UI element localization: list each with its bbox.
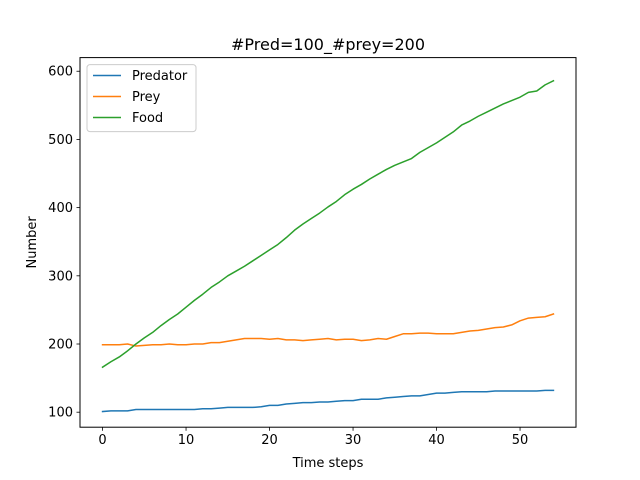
legend-box — [86, 64, 197, 133]
series-line-food — [101, 79, 555, 369]
series-line-predator — [101, 389, 555, 413]
chart-title: #Pred=100_#prey=200 — [231, 35, 425, 55]
y-tick-label: 300 — [48, 269, 73, 284]
y-tick-label: 600 — [48, 65, 73, 80]
series-layer — [101, 79, 555, 413]
series-line-prey — [101, 313, 555, 347]
x-axis-title: Time steps — [292, 456, 364, 471]
y-tick-label: 200 — [48, 338, 73, 353]
plot-area-frame — [79, 57, 577, 428]
x-axis: 0 10 20 30 40 50 — [98, 427, 528, 448]
x-tick-label: 10 — [178, 433, 195, 448]
x-tick-label: 0 — [98, 433, 106, 448]
x-tick-label: 30 — [345, 433, 362, 448]
legend-label: Food — [132, 111, 163, 126]
y-axis: 100 200 300 400 500 600 — [48, 65, 80, 421]
legend-label: Prey — [132, 90, 161, 105]
legend: Predator Prey Food — [86, 64, 197, 133]
y-tick-label: 500 — [48, 133, 73, 148]
x-tick-label: 40 — [428, 433, 445, 448]
y-tick-label: 100 — [48, 406, 73, 421]
y-tick-label: 400 — [48, 201, 73, 216]
x-tick-label: 50 — [512, 433, 529, 448]
x-tick-label: 20 — [261, 433, 278, 448]
y-axis-title: Number — [25, 216, 40, 269]
legend-label: Predator — [132, 69, 188, 84]
